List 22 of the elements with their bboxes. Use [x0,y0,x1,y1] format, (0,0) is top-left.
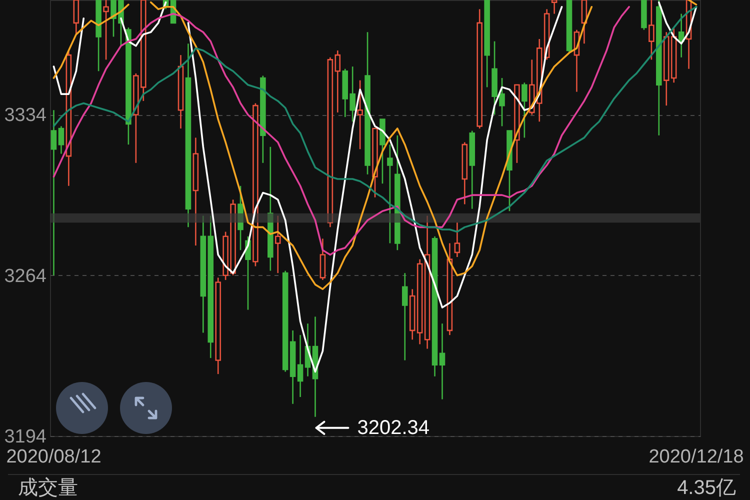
text: 成交量 [18,477,78,499]
candlestick [50,109,57,276]
candlestick [454,222,460,258]
annotation: 3202.34 [357,416,430,439]
line-series [52,6,698,233]
candlestick [357,80,363,150]
line-series [52,6,630,256]
candlestick [58,126,64,154]
candlestick [297,334,304,398]
x-tick-label: 2020/12/18 [648,446,744,468]
y-tick-label: 3194 [4,426,47,448]
candlestick [402,272,408,361]
candlestick [320,238,326,281]
x-tick-label: 2020/08/12 [6,446,102,468]
y-tick-label: 3264 [4,266,47,287]
candlestick [439,322,446,400]
candlestick [387,144,393,244]
y-tick-label: 3334 [4,105,47,126]
text: 4.35亿 [677,477,736,499]
candlestick [499,77,505,127]
candlestick [334,50,341,114]
candlestick [522,82,528,138]
